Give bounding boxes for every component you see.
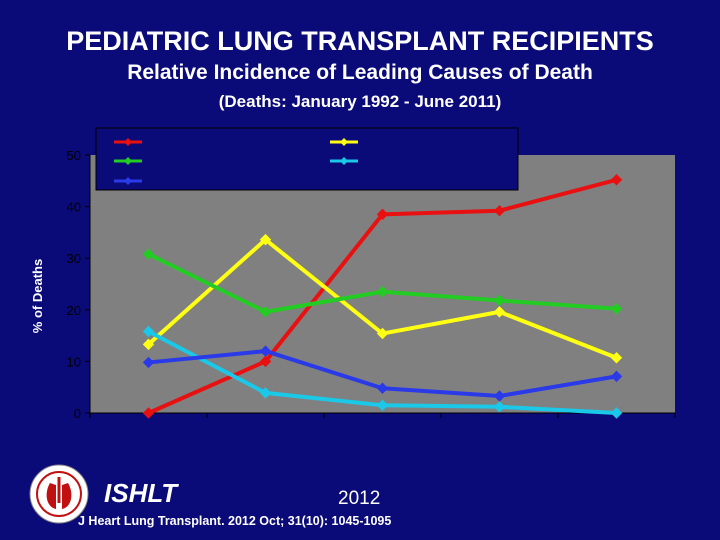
series-4-point xyxy=(610,407,623,419)
ishlt-logo-icon xyxy=(28,463,90,530)
series-3-point xyxy=(259,306,272,318)
brand-label: ISHLT xyxy=(104,478,178,508)
series-1-point xyxy=(259,355,272,368)
y-tick-label: 30 xyxy=(67,251,81,266)
legend-marker-3 xyxy=(124,157,132,165)
series-3-point xyxy=(376,286,389,298)
series-5-point xyxy=(610,370,623,383)
series-4-point xyxy=(142,325,155,338)
y-tick-label: 40 xyxy=(67,200,81,215)
legend-marker-2 xyxy=(340,138,348,146)
citation: J Heart Lung Transplant. 2012 Oct; 31(10… xyxy=(78,514,392,528)
legend-marker-4 xyxy=(340,157,348,165)
chart-period: (Deaths: January 1992 - June 2011) xyxy=(218,92,502,111)
chart-title: PEDIATRIC LUNG TRANSPLANT RECIPIENTS xyxy=(66,26,654,56)
series-2-point xyxy=(142,338,155,351)
series-2-point xyxy=(493,306,506,318)
plot-layer: 0 10 20 30 40 50 xyxy=(67,148,676,421)
series-2-point xyxy=(376,327,389,340)
series-5-point xyxy=(259,345,272,357)
series-1-point xyxy=(376,208,389,221)
legend-marker-1 xyxy=(124,138,132,146)
chart-subtitle: Relative Incidence of Leading Causes of … xyxy=(127,61,593,84)
series-5-point xyxy=(142,356,155,369)
series-3-point xyxy=(142,248,155,260)
series-4-point xyxy=(376,399,389,411)
legend-box xyxy=(95,127,519,191)
series-1-point xyxy=(610,174,623,186)
legend-marker-5 xyxy=(124,177,132,185)
series-4-point xyxy=(259,387,272,399)
series-2-point xyxy=(610,352,623,364)
series-1-point xyxy=(142,407,155,419)
plot-area xyxy=(90,155,675,413)
series-5-point xyxy=(376,382,389,394)
series-3-point xyxy=(610,303,623,315)
year-label: 2012 xyxy=(338,488,381,509)
series-4-point xyxy=(493,401,506,413)
y-axis-label: % of Deaths xyxy=(30,259,45,333)
series-1-point xyxy=(493,205,506,217)
y-tick-label: 20 xyxy=(67,303,81,318)
series-2-point xyxy=(259,233,272,246)
y-tick-label: 50 xyxy=(67,148,81,163)
legend xyxy=(114,138,358,185)
series-5-point xyxy=(493,390,506,402)
series-3-point xyxy=(493,294,506,307)
y-tick-label: 0 xyxy=(74,406,81,421)
y-tick-label: 10 xyxy=(67,354,81,369)
